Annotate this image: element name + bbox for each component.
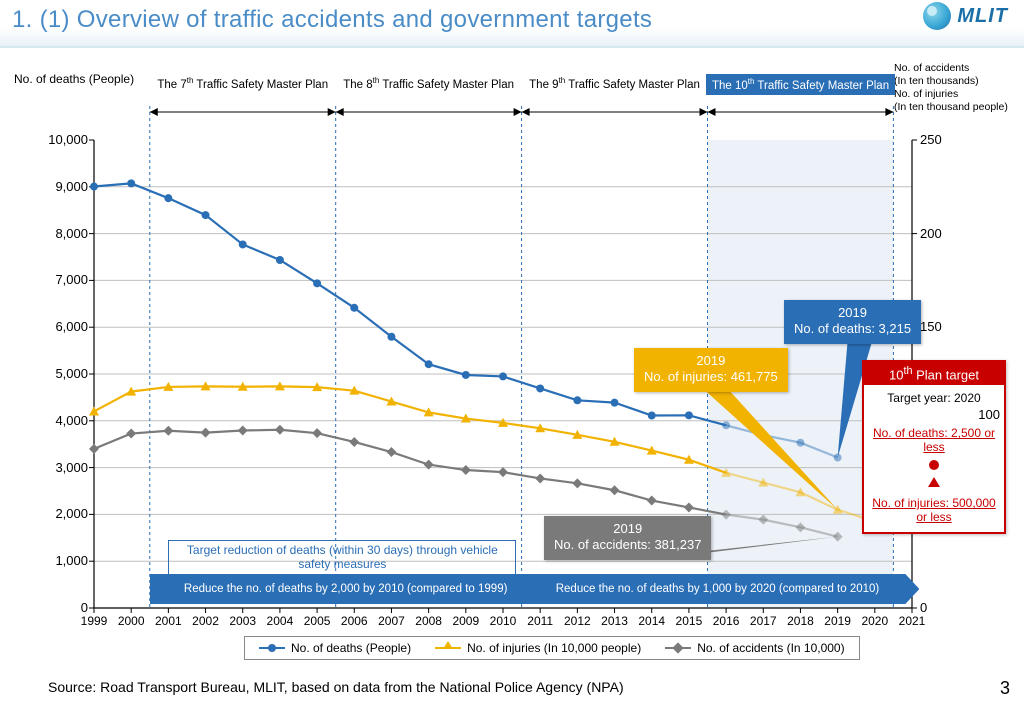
page-title: 1. (1) Overview of traffic accidents and… [12,6,652,34]
y-right-tick: 150 [920,319,960,334]
y-left-tick: 6,000 [28,319,88,334]
plan-label-9: The 9th Traffic Safety Master Plan [525,76,705,91]
mlit-logo: MLIT [923,2,1008,30]
x-tick: 2013 [596,614,634,628]
x-tick: 2010 [484,614,522,628]
x-tick: 2000 [112,614,150,628]
callout-gray: 2019No. of accidents: 381,237 [544,516,711,560]
callout-yellow: 2019No. of injuries: 461,775 [634,348,788,392]
legend: No. of deaths (People) No. of injuries (I… [244,636,860,660]
traffic-accidents-chart: No. of deaths (People) No. of accidents … [14,78,1010,638]
mlit-logo-icon [923,2,951,30]
plan-10-box: The 10th Traffic Safety Master Plan [706,74,895,95]
x-tick: 2005 [298,614,336,628]
x-tick: 2019 [819,614,857,628]
plan-10-target-box: 10th Plan target Target year: 2020 100 N… [862,360,1006,534]
y-left-tick: 3,000 [28,460,88,475]
x-tick: 2008 [410,614,448,628]
x-tick: 2015 [670,614,708,628]
legend-item-accidents: No. of accidents (In 10,000) [665,641,844,655]
page-number: 3 [1000,678,1010,699]
mlit-logo-text: MLIT [957,5,1008,28]
x-tick: 2014 [633,614,671,628]
x-tick: 2003 [224,614,262,628]
y-left-tick: 2,000 [28,506,88,521]
x-tick: 2017 [744,614,782,628]
y-left-tick: 8,000 [28,226,88,241]
x-tick: 2012 [558,614,596,628]
x-tick: 2002 [187,614,225,628]
title-bar: 1. (1) Overview of traffic accidents and… [0,0,1024,48]
y-right-tick: 250 [920,132,960,147]
y-left-tick: 9,000 [28,179,88,194]
callout-blue: 2019No. of deaths: 3,215 [784,300,921,344]
plan-label-8: The 8th Traffic Safety Master Plan [339,76,519,91]
legend-item-injuries: No. of injuries (In 10,000 people) [435,641,641,655]
y-left-tick: 5,000 [28,366,88,381]
x-tick: 2009 [447,614,485,628]
source-text: Source: Road Transport Bureau, MLIT, bas… [48,679,624,695]
x-tick: 2016 [707,614,745,628]
y-left-tick: 10,000 [28,132,88,147]
x-tick: 2006 [335,614,373,628]
x-tick: 2018 [781,614,819,628]
x-tick: 2004 [261,614,299,628]
x-tick: 2001 [149,614,187,628]
blue-arrow-2: Reduce the no. of deaths by 1,000 by 202… [522,574,920,604]
y-left-tick: 4,000 [28,413,88,428]
legend-item-deaths: No. of deaths (People) [259,641,411,655]
blue-note-heading: Target reduction of deaths (within 30 da… [168,540,516,575]
y-left-tick: 1,000 [28,553,88,568]
x-tick: 2021 [893,614,931,628]
y-right-tick: 200 [920,226,960,241]
x-tick: 1999 [75,614,113,628]
x-tick: 2020 [856,614,894,628]
y-right-tick: 0 [920,600,960,615]
y-left-tick: 0 [28,600,88,615]
plan-label-7: The 7th Traffic Safety Master Plan [153,76,333,91]
blue-arrow-1: Reduce the no. of deaths by 2,000 by 201… [150,574,548,604]
x-tick: 2011 [521,614,559,628]
x-tick: 2007 [372,614,410,628]
y-left-tick: 7,000 [28,272,88,287]
